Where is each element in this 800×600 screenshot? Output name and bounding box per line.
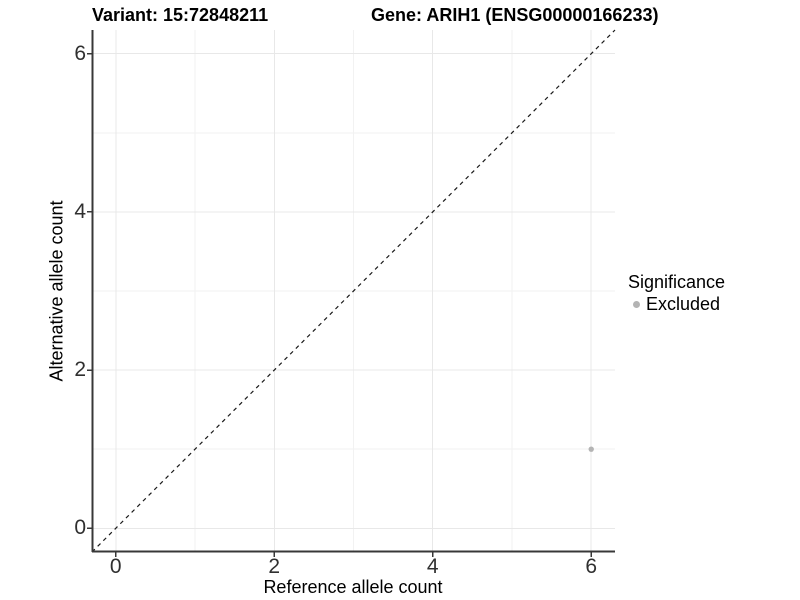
x-tick-label: 6	[585, 555, 598, 578]
plot-panel	[87, 29, 616, 557]
y-tick-label: 6	[74, 41, 86, 65]
y-tick-label: 0	[74, 516, 86, 540]
x-tick-label: 2	[268, 555, 281, 578]
plot-title-gene: Gene: ARIH1 (ENSG00000166233)	[371, 5, 659, 25]
legend-title: Significance	[628, 272, 726, 292]
x-tick-label: 4	[426, 555, 439, 578]
x-tick-label: 0	[109, 555, 122, 578]
plot-canvas	[87, 29, 616, 557]
data-point-excluded	[588, 446, 594, 452]
legend-item-label: Excluded	[646, 294, 721, 314]
plot-title-variant: Variant: 15:72848211	[92, 5, 269, 25]
legend: Significance Excluded	[628, 272, 725, 314]
identity-dashed-line	[91, 29, 616, 553]
legend-item: Excluded	[628, 294, 725, 314]
legend-key-dot-icon	[633, 300, 640, 308]
x-axis-label: Reference allele count	[263, 577, 443, 597]
y-tick-label: 2	[74, 358, 86, 382]
legend-items: Excluded	[628, 294, 725, 314]
y-axis-label: Alternative allele count	[46, 200, 67, 382]
y-tick-label: 4	[74, 199, 86, 223]
